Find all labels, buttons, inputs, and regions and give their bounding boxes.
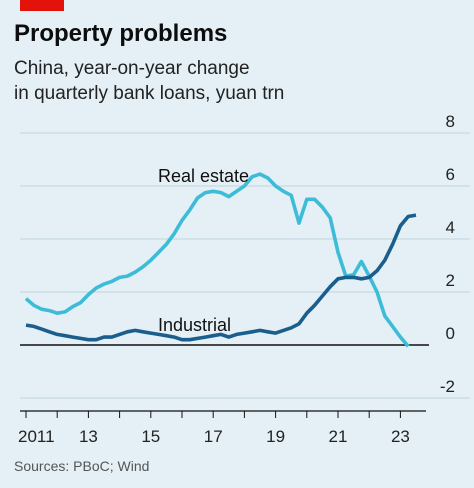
real-estate-line — [24, 172, 410, 348]
x-axis: 2011 13 15 17 19 21 23 — [18, 410, 426, 446]
series-labels: Real estate Industrial — [158, 166, 249, 335]
brand-accent-bar — [20, 0, 64, 11]
real-estate-label: Real estate — [158, 166, 249, 186]
y-tick-label: 4 — [446, 218, 455, 237]
chart-title: Property problems — [14, 20, 228, 47]
y-tick-label: 0 — [446, 324, 455, 343]
x-tick-label: 21 — [329, 427, 348, 446]
x-tick-label: 17 — [204, 427, 223, 446]
gridlines — [20, 132, 470, 399]
y-axis-ticks: 8 6 4 2 0 -2 — [440, 112, 455, 396]
source-note: Sources: PBoC; Wind — [14, 458, 150, 474]
subtitle-line-2: in quarterly bank loans, yuan trn — [14, 83, 285, 104]
x-tick-label: 23 — [391, 427, 410, 446]
y-tick-label: 8 — [446, 112, 455, 131]
industrial-label: Industrial — [158, 315, 231, 335]
subtitle-line-1: China, year-on-year change — [14, 58, 250, 79]
industrial-line — [25, 213, 417, 342]
y-tick-label: 2 — [446, 271, 455, 290]
chart-subtitle: China, year-on-year change in quarterly … — [14, 56, 454, 106]
x-tick-label: 19 — [266, 427, 285, 446]
x-tick-label: 15 — [141, 427, 160, 446]
x-tick-label: 13 — [79, 427, 98, 446]
x-tick-label: 2011 — [18, 427, 55, 446]
y-tick-label: -2 — [440, 377, 455, 396]
y-tick-label: 6 — [446, 165, 455, 184]
series-lines — [24, 172, 417, 348]
